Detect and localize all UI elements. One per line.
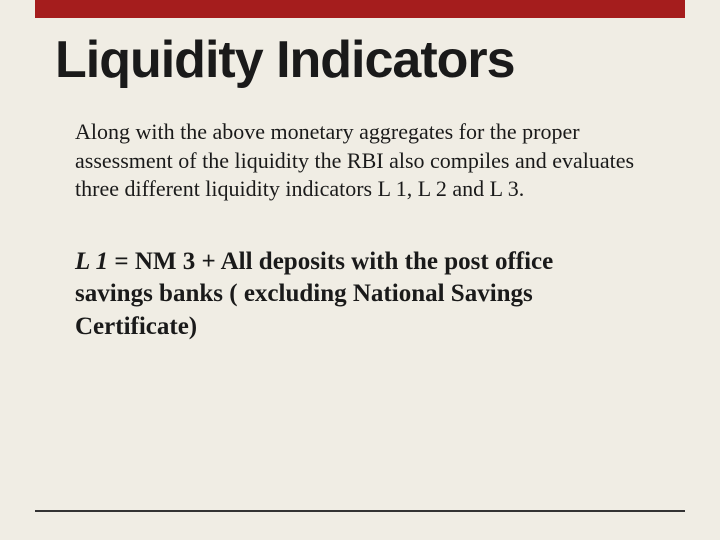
formula-rest: = NM 3 + All deposits with the post offi…: [75, 248, 553, 340]
formula-line: L 1 = NM 3 + All deposits with the post …: [55, 246, 665, 344]
bottom-rule: [35, 510, 685, 512]
top-accent-bar: [35, 0, 685, 18]
slide-title: Liquidity Indicators: [55, 30, 665, 90]
formula-label: L 1: [75, 248, 108, 275]
slide-content: Liquidity Indicators Along with the abov…: [55, 30, 665, 343]
body-paragraph: Along with the above monetary aggregates…: [55, 118, 665, 204]
